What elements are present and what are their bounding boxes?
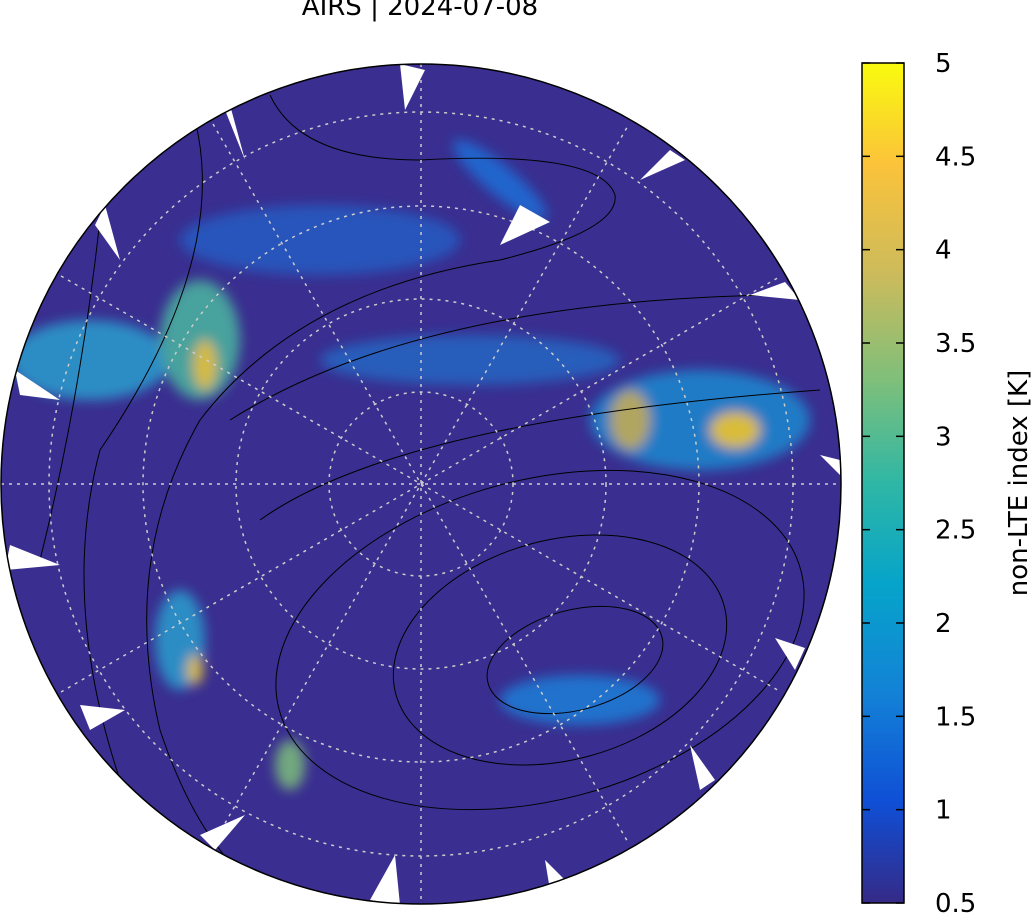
- colorbar: 0.5 1 1.5 2 2.5 3 3.5 4 4.5 5: [861, 49, 976, 917]
- colorbar-scale: [861, 62, 905, 904]
- map-title: AIRS | 2024-07-08: [302, 0, 538, 22]
- map-border: [0, 63, 842, 905]
- colorbar-tick-label: 2: [935, 609, 952, 639]
- colorbar-tick-label: 2.5: [935, 516, 976, 546]
- colorbar-tick-label: 1: [935, 796, 952, 826]
- colorbar-tick-label: 5: [935, 49, 952, 79]
- colorbar-tick-label: 4.5: [935, 142, 976, 172]
- colorbar-tick-label: 3: [935, 422, 952, 452]
- colorbar-tick-label: 3.5: [935, 329, 976, 359]
- colorbar-label: non-LTE index [K]: [1004, 370, 1032, 596]
- colorbar-tick-label: 0.5: [935, 889, 976, 913]
- colorbar-tick-label: 1.5: [935, 702, 976, 732]
- colorbar-tick-label: 4: [935, 236, 952, 266]
- map: [1, 64, 841, 904]
